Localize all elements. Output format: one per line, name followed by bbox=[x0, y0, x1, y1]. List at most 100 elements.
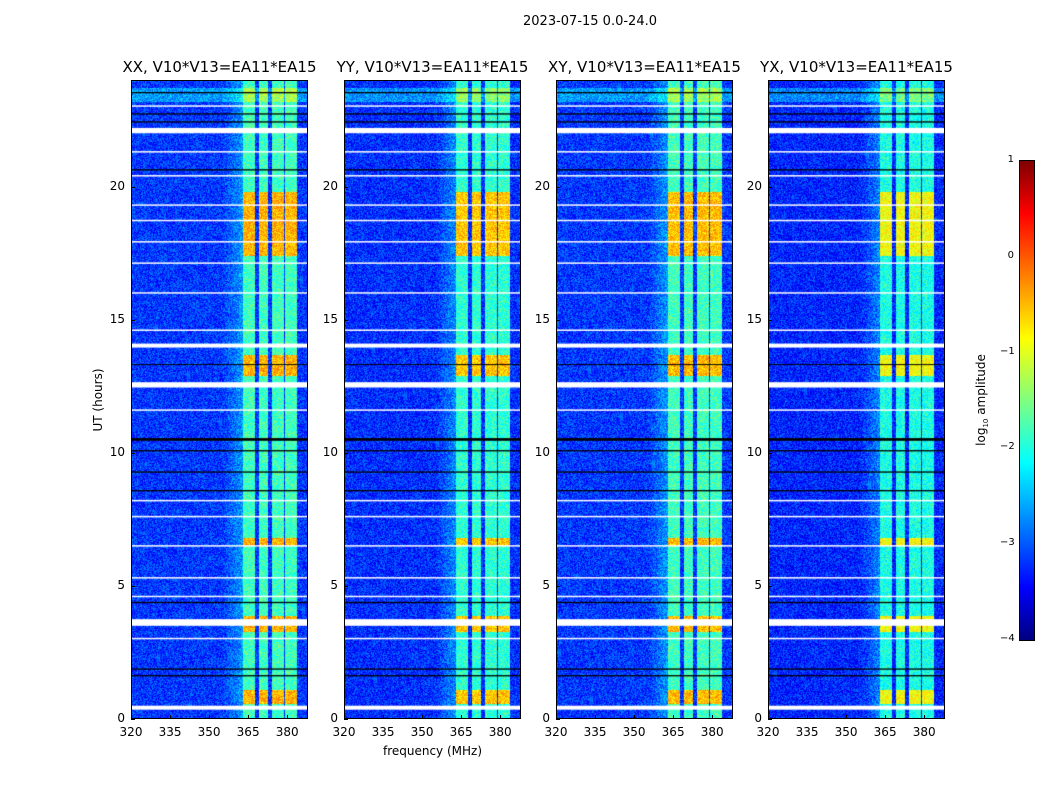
y-tick-mark bbox=[344, 585, 348, 587]
y-tick-label: 0 bbox=[542, 711, 550, 725]
x-tick-label: 380 bbox=[275, 725, 299, 739]
colorbar-tick-label: 1 bbox=[1007, 154, 1014, 165]
y-tick-mark bbox=[344, 452, 348, 454]
y-tick-label: 0 bbox=[330, 711, 338, 725]
y-tick-label: 10 bbox=[322, 444, 338, 459]
y-tick-label: 10 bbox=[109, 444, 125, 459]
y-tick-label: 15 bbox=[746, 311, 762, 326]
x-tick-mark bbox=[768, 715, 769, 719]
colorbar-tick-label: −3 bbox=[1000, 537, 1015, 549]
colorbar bbox=[1019, 160, 1035, 641]
x-tick-label: 380 bbox=[912, 725, 936, 739]
x-tick-mark bbox=[461, 715, 463, 719]
y-tick-mark bbox=[768, 585, 772, 587]
y-tick-label: 10 bbox=[746, 444, 762, 459]
x-tick-label: 350 bbox=[622, 725, 646, 739]
y-tick-mark bbox=[131, 719, 135, 720]
y-axis-label: UT (hours) bbox=[91, 368, 105, 432]
y-tick-mark bbox=[131, 452, 135, 454]
x-tick-mark bbox=[422, 715, 424, 719]
y-tick-label: 20 bbox=[109, 178, 125, 193]
colorbar-tick-label: −2 bbox=[1000, 441, 1015, 453]
colorbar-tick-label: −4 bbox=[1000, 633, 1015, 644]
axes-frame bbox=[344, 80, 521, 719]
waterfall-heatmap bbox=[556, 80, 733, 719]
y-tick-mark bbox=[131, 186, 135, 188]
x-tick-mark bbox=[885, 715, 887, 719]
y-tick-label: 0 bbox=[117, 711, 125, 725]
y-tick-mark bbox=[344, 186, 348, 188]
panel-1: XX, V10*V13=EA11*EA15 320 335 350 365 380 0 5 10… bbox=[110, 58, 317, 739]
y-tick-label: 5 bbox=[754, 577, 762, 592]
y-tick-mark bbox=[768, 452, 772, 454]
x-tick-mark bbox=[131, 715, 132, 719]
x-tick-label: 335 bbox=[371, 725, 395, 739]
waterfall-heatmap bbox=[768, 80, 945, 719]
x-tick-mark bbox=[924, 715, 926, 719]
x-axis-label: frequency (MHz) bbox=[382, 744, 483, 758]
x-tick-mark bbox=[383, 715, 385, 719]
colorbar-tick-label: −1 bbox=[1000, 345, 1015, 357]
waterfall-heatmap bbox=[344, 80, 521, 719]
y-tick-label: 20 bbox=[534, 178, 550, 193]
y-tick-mark bbox=[556, 186, 560, 188]
x-tick-label: 335 bbox=[795, 725, 819, 739]
y-tick-label: 15 bbox=[534, 311, 550, 326]
x-tick-mark bbox=[712, 715, 714, 719]
x-tick-label: 350 bbox=[410, 725, 434, 739]
x-tick-mark bbox=[673, 715, 675, 719]
x-tick-label: 335 bbox=[158, 725, 182, 739]
y-tick-label: 15 bbox=[109, 311, 125, 326]
axes-frame bbox=[131, 80, 308, 719]
panel-4: YX, V10*V13=EA11*EA15 320 335 350 365 380 0 5 10… bbox=[747, 58, 953, 739]
x-tick-mark bbox=[209, 715, 211, 719]
colorbar-label: log10 amplitude bbox=[973, 354, 991, 446]
panel-title: XX, V10*V13=EA11*EA15 bbox=[122, 58, 317, 76]
x-tick-mark bbox=[807, 715, 809, 719]
x-tick-label: 365 bbox=[449, 725, 473, 739]
x-tick-label: 380 bbox=[700, 725, 724, 739]
y-tick-mark bbox=[556, 585, 560, 587]
y-tick-mark bbox=[344, 319, 348, 321]
x-tick-label: 365 bbox=[236, 725, 260, 739]
x-tick-mark bbox=[170, 715, 172, 719]
y-tick-label: 5 bbox=[117, 577, 125, 592]
x-tick-label: 335 bbox=[583, 725, 607, 739]
y-tick-label: 0 bbox=[754, 711, 762, 725]
x-tick-mark bbox=[595, 715, 597, 719]
y-tick-label: 20 bbox=[746, 178, 762, 193]
y-tick-mark bbox=[556, 719, 560, 720]
x-tick-mark bbox=[556, 715, 557, 719]
y-tick-mark bbox=[344, 719, 348, 720]
x-tick-label: 320 bbox=[756, 725, 780, 739]
y-tick-label: 10 bbox=[534, 444, 550, 459]
panel-title: YX, V10*V13=EA11*EA15 bbox=[760, 58, 953, 76]
axes-frame bbox=[556, 80, 733, 719]
y-tick-mark bbox=[131, 319, 135, 321]
x-tick-mark bbox=[846, 715, 848, 719]
y-tick-mark bbox=[556, 452, 560, 454]
x-tick-mark bbox=[248, 715, 250, 719]
panel-2: YY, V10*V13=EA11*EA15 320 335 350 365 380 0 5 10… bbox=[323, 58, 529, 739]
y-tick-mark bbox=[768, 719, 772, 720]
y-tick-label: 5 bbox=[330, 577, 338, 592]
x-tick-label: 350 bbox=[834, 725, 858, 739]
waterfall-heatmap bbox=[131, 80, 308, 719]
y-tick-label: 20 bbox=[322, 178, 338, 193]
axes-frame bbox=[768, 80, 945, 719]
x-tick-mark bbox=[500, 715, 502, 719]
x-tick-mark bbox=[344, 715, 345, 719]
y-tick-mark bbox=[131, 585, 135, 587]
x-tick-mark bbox=[634, 715, 636, 719]
panel-title: YY, V10*V13=EA11*EA15 bbox=[336, 58, 529, 76]
y-tick-mark bbox=[768, 186, 772, 188]
x-tick-label: 350 bbox=[197, 725, 221, 739]
x-tick-label: 365 bbox=[873, 725, 897, 739]
panel-3: XY, V10*V13=EA11*EA15 320 335 350 365 380 0 5 10… bbox=[535, 58, 741, 739]
y-tick-mark bbox=[768, 319, 772, 321]
y-tick-mark bbox=[556, 319, 560, 321]
x-tick-label: 320 bbox=[332, 725, 356, 739]
x-tick-label: 320 bbox=[119, 725, 143, 739]
y-tick-label: 15 bbox=[322, 311, 338, 326]
